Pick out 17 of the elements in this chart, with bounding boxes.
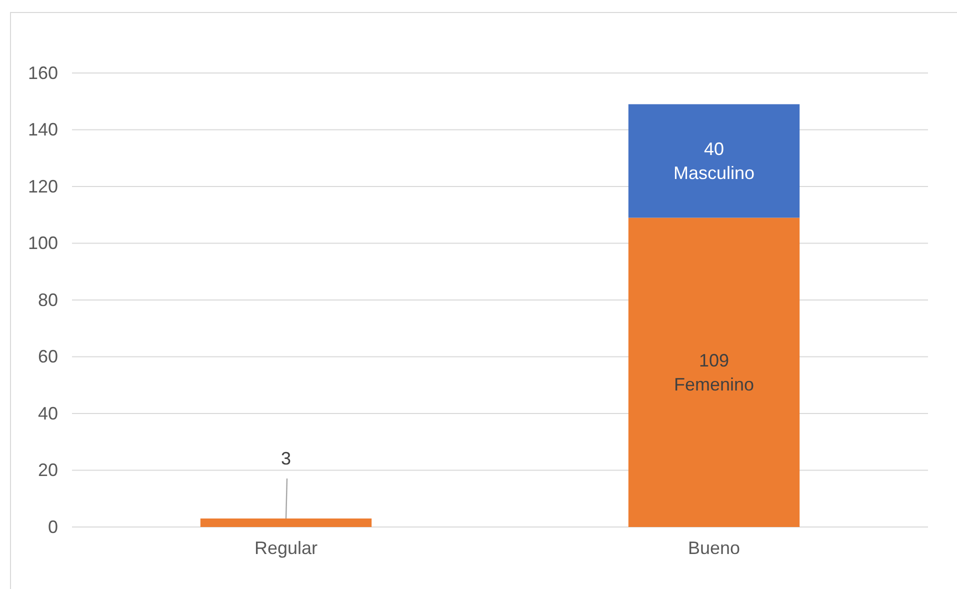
y-tick-label: 140 xyxy=(28,120,58,140)
x-tick-label: Regular xyxy=(254,538,318,558)
bar xyxy=(200,518,372,527)
y-tick-label: 20 xyxy=(38,460,58,480)
bar xyxy=(628,104,800,218)
y-tick-label: 120 xyxy=(28,176,58,196)
data-label: 40 Masculino xyxy=(673,138,755,183)
y-tick-label: 80 xyxy=(38,290,58,310)
y-tick-label: 60 xyxy=(38,346,58,367)
bar xyxy=(628,218,800,527)
data-label: 109 Femenino xyxy=(674,350,754,394)
y-tick-label: 0 xyxy=(48,516,58,537)
data-label: 3 xyxy=(280,448,292,468)
x-tick-label: Bueno xyxy=(688,538,740,558)
y-tick-label: 160 xyxy=(28,62,58,83)
y-tick-label: 40 xyxy=(38,403,58,424)
y-tick-label: 100 xyxy=(28,233,58,254)
